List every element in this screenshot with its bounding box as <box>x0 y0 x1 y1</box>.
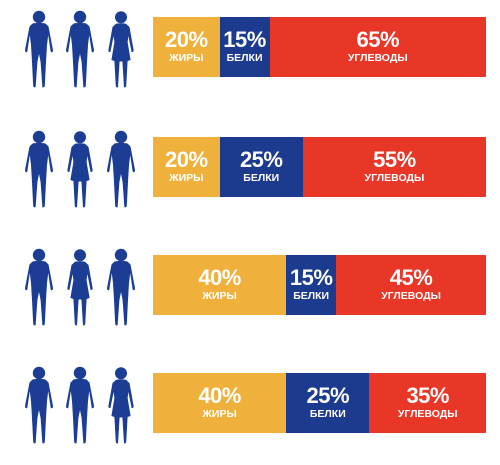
segment-series-label: БЕЛКИ <box>309 408 346 420</box>
bar-segment: 15% БЕЛКИ <box>219 17 270 77</box>
bar-segment: 25% БЕЛКИ <box>286 373 370 433</box>
person-male-icon <box>65 366 95 444</box>
person-female-icon <box>108 11 134 88</box>
segment-series-label: УГЛЕВОДЫ <box>381 290 441 302</box>
person-male-icon <box>24 10 54 88</box>
segment-series-label: ЖИРЫ <box>169 52 204 64</box>
segment-value-label: 40% <box>198 383 241 408</box>
chart-row-2: 20% ЖИРЫ 25% БЕЛКИ 55% УГЛЕВОДЫ <box>0 120 500 215</box>
bar-segment: 35% УГЛЕВОДЫ <box>369 373 486 433</box>
people-icons-svg <box>24 366 134 444</box>
people-icons-svg <box>24 248 136 326</box>
chart-row-3: 40% ЖИРЫ 15% БЕЛКИ 45% УГЛЕВОДЫ <box>0 238 500 333</box>
bar-segment: 65% УГЛЕВОДЫ <box>269 17 486 77</box>
people-icon-group <box>22 130 142 208</box>
segment-series-label: УГЛЕВОДЫ <box>397 408 458 420</box>
segment-series-label: ЖИРЫ <box>202 290 237 302</box>
people-icons-svg <box>24 10 134 88</box>
stacked-bar: 40% ЖИРЫ 25% БЕЛКИ 35% УГЛЕВОДЫ <box>153 373 486 433</box>
chart-row-1: 20% ЖИРЫ 15% БЕЛКИ 65% УГЛЕВОДЫ <box>0 0 500 95</box>
person-female-icon <box>108 367 134 444</box>
chart-row-4: 40% ЖИРЫ 25% БЕЛКИ 35% УГЛЕВОДЫ <box>0 356 500 451</box>
segment-value-label: 25% <box>306 383 350 408</box>
bar-segment: 20% ЖИРЫ <box>153 137 220 197</box>
segment-value-label: 20% <box>165 27 208 52</box>
people-icon-group <box>22 10 142 88</box>
person-male-icon <box>24 248 54 326</box>
bar-segment: 40% ЖИРЫ <box>153 373 287 433</box>
segment-series-label: БЕЛКИ <box>243 172 280 184</box>
people-icons-svg <box>24 130 136 208</box>
segment-series-label: ЖИРЫ <box>202 408 237 420</box>
stacked-bar: 20% ЖИРЫ 15% БЕЛКИ 65% УГЛЕВОДЫ <box>153 17 486 77</box>
bar-segment: 40% ЖИРЫ <box>153 255 287 315</box>
people-icon-group <box>22 366 142 444</box>
segment-value-label: 45% <box>389 265 433 290</box>
segment-series-label: УГЛЕВОДЫ <box>364 172 425 184</box>
segment-series-label: ЖИРЫ <box>169 172 204 184</box>
person-male-icon <box>65 10 95 88</box>
bar-segment: 55% УГЛЕВОДЫ <box>302 137 486 197</box>
bar-segment: 20% ЖИРЫ <box>153 17 220 77</box>
person-male-icon <box>106 248 136 326</box>
segment-value-label: 35% <box>406 383 449 408</box>
segment-series-label: БЕЛКИ <box>226 52 263 64</box>
segment-value-label: 25% <box>239 147 283 172</box>
segment-value-label: 20% <box>165 147 208 172</box>
segment-value-label: 15% <box>223 27 266 52</box>
segment-value-label: 15% <box>289 265 333 290</box>
person-female-icon <box>67 131 93 208</box>
segment-series-label: УГЛЕВОДЫ <box>347 52 408 64</box>
person-male-icon <box>106 130 136 208</box>
bar-segment: 45% УГЛЕВОДЫ <box>336 255 486 315</box>
segment-series-label: БЕЛКИ <box>293 290 330 302</box>
stacked-bar: 20% ЖИРЫ 25% БЕЛКИ 55% УГЛЕВОДЫ <box>153 137 486 197</box>
bar-segment: 25% БЕЛКИ <box>219 137 303 197</box>
segment-value-label: 65% <box>356 27 400 52</box>
person-female-icon <box>67 249 93 326</box>
people-icon-group <box>22 248 142 326</box>
segment-value-label: 40% <box>198 265 241 290</box>
bar-segment: 15% БЕЛКИ <box>286 255 337 315</box>
stacked-bar: 40% ЖИРЫ 15% БЕЛКИ 45% УГЛЕВОДЫ <box>153 255 486 315</box>
segment-value-label: 55% <box>373 147 416 172</box>
person-male-icon <box>24 130 54 208</box>
person-male-icon <box>24 366 54 444</box>
